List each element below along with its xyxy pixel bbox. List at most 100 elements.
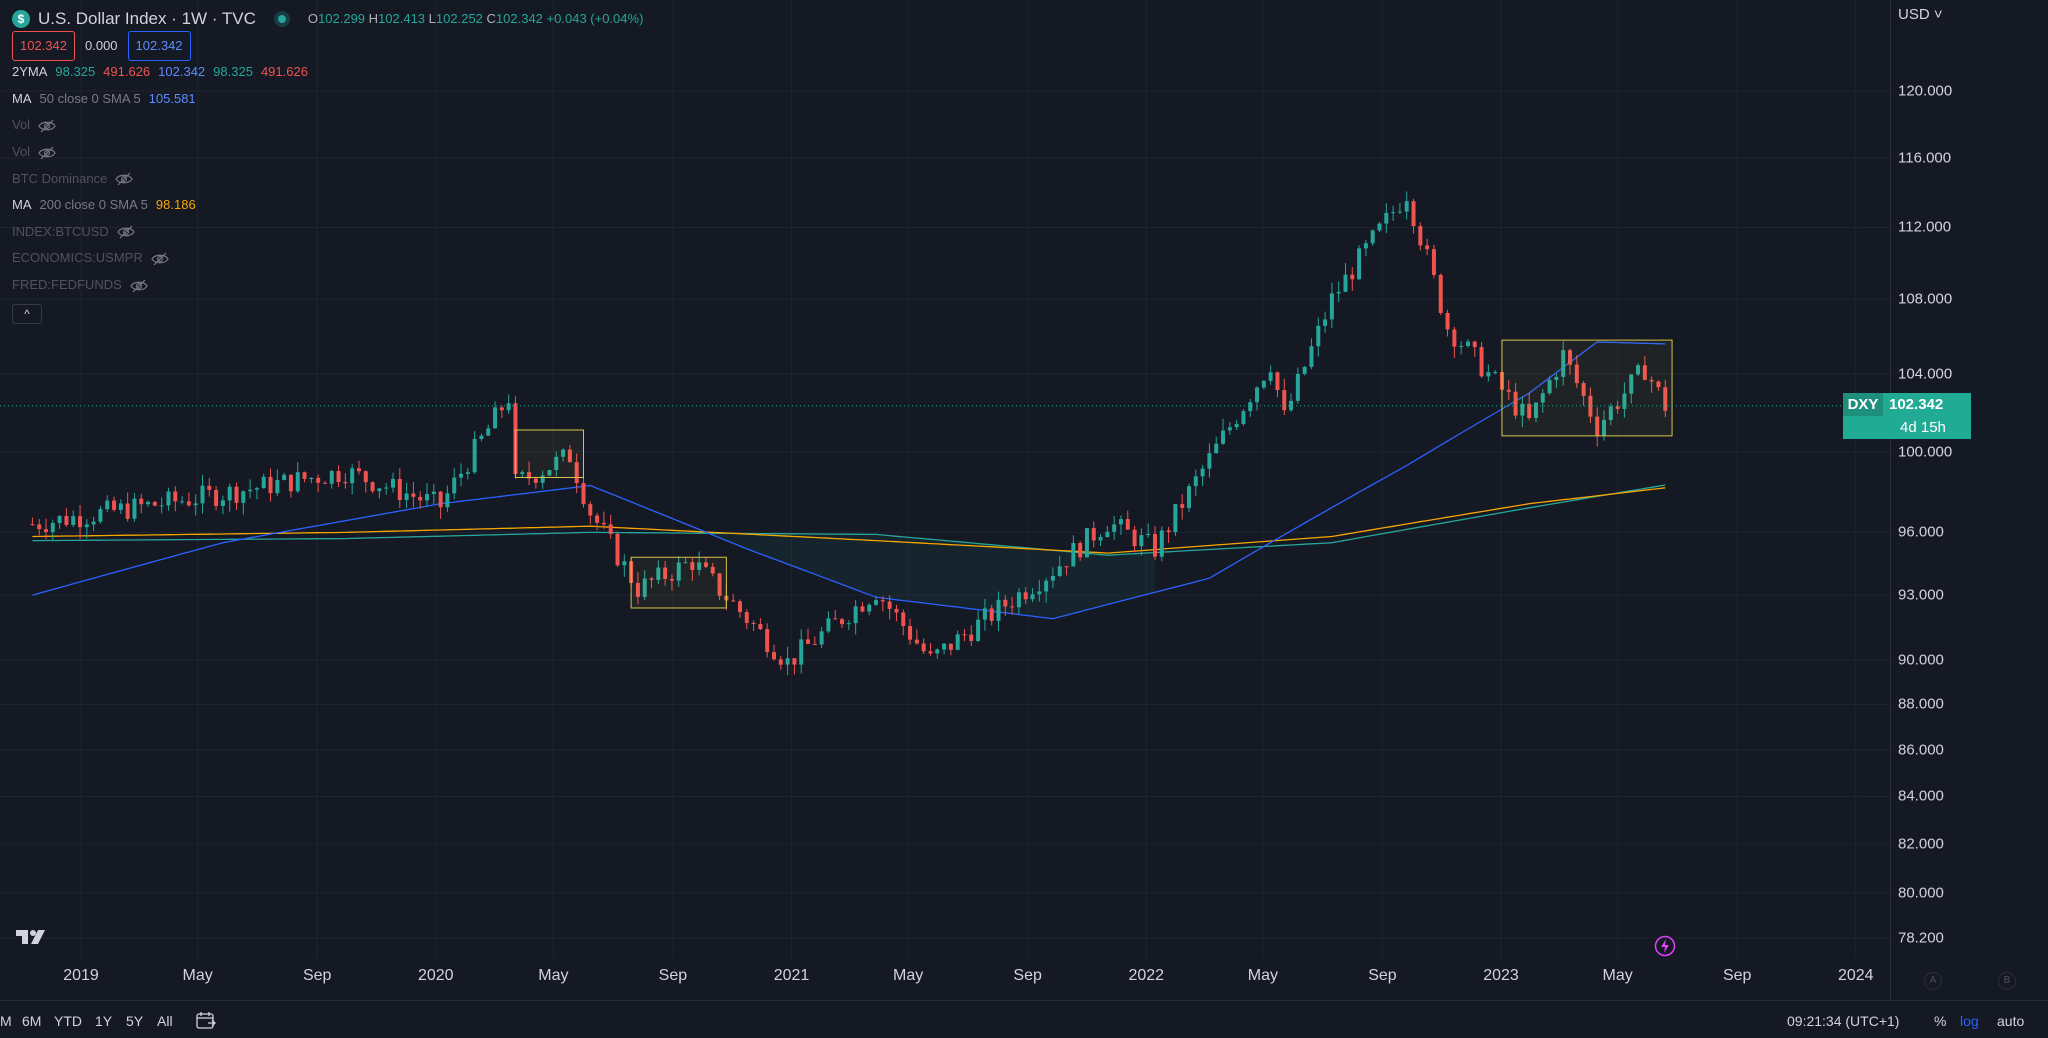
candle (1078, 540, 1083, 561)
candle (1146, 523, 1151, 538)
candle (799, 629, 804, 674)
symbol-title[interactable]: U.S. Dollar Index · 1W · TVC (38, 9, 256, 28)
indicator-row[interactable]: BTC Dominance (12, 166, 643, 193)
range-button-ytd[interactable]: YTD (54, 1013, 82, 1029)
flash-icon[interactable] (1654, 935, 1676, 957)
indicator-row[interactable]: INDEX:BTCUSD (12, 219, 643, 246)
market-status-icon[interactable] (277, 15, 286, 24)
scale-marker-b[interactable]: B (1998, 972, 2016, 990)
price-tick-label: 120.000 (1898, 82, 1953, 100)
candle (908, 618, 913, 645)
candle (989, 604, 994, 626)
candle (146, 500, 151, 507)
candle (390, 472, 395, 493)
candle (812, 636, 817, 646)
candle (78, 505, 83, 539)
indicator-name[interactable]: MA (12, 90, 32, 106)
ma-2y-line (32, 484, 1666, 556)
ma-cloud-fill (590, 532, 1155, 619)
candle (758, 618, 763, 631)
candle (207, 478, 212, 497)
percent-scale-toggle[interactable]: % (1934, 1013, 1947, 1029)
sell-price-button[interactable]: 102.342 (12, 30, 75, 62)
indicator-value: 491.626 (260, 64, 308, 80)
tradingview-logo[interactable] (16, 928, 50, 946)
indicator-row[interactable]: Vol (12, 139, 643, 166)
candle (833, 609, 838, 620)
price-axis[interactable] (1890, 0, 2048, 1000)
candle (840, 617, 845, 628)
indicator-name[interactable]: 2YMA (12, 64, 48, 80)
hidden-eye-icon[interactable] (38, 112, 56, 139)
candle (1289, 393, 1294, 412)
timezone-clock[interactable]: 09:21:34 (UTC+1) (1787, 1013, 1900, 1029)
hidden-eye-icon[interactable] (115, 166, 134, 193)
candle (1261, 380, 1266, 390)
rectangle-drawing[interactable] (1501, 339, 1673, 437)
candle (132, 493, 137, 522)
price-tick-label: 96.000 (1898, 523, 1944, 541)
candle (731, 594, 736, 602)
hidden-eye-icon[interactable] (151, 245, 169, 272)
candle (1200, 465, 1205, 486)
candle (676, 556, 681, 587)
hidden-eye-icon[interactable] (130, 272, 148, 299)
rectangle-drawing[interactable] (514, 429, 584, 479)
candle (581, 476, 586, 508)
candle (982, 598, 987, 631)
hidden-eye-icon[interactable] (38, 139, 56, 166)
scale-marker-a[interactable]: A (1924, 972, 1942, 990)
indicator-row[interactable]: MA 200 close 0 SMA 5 98.186 (12, 192, 643, 219)
price-tick-label: 90.000 (1898, 651, 1944, 669)
indicator-name[interactable]: Vol (12, 143, 31, 159)
symbol-row: $ U.S. Dollar Index · 1W · TVC O102.299 … (12, 6, 643, 33)
log-scale-toggle[interactable]: log (1960, 1013, 1979, 1029)
currency-selector[interactable]: USD ˅ (1898, 6, 1943, 23)
candle (703, 557, 708, 568)
indicator-name[interactable]: INDEX:BTCUSD (12, 223, 109, 239)
price-tick-label: 104.000 (1898, 365, 1953, 383)
collapse-legend-button[interactable]: ^ (12, 303, 42, 324)
price-tick-label: 100.000 (1898, 443, 1953, 461)
candle (928, 643, 933, 656)
candle (1540, 389, 1545, 413)
indicator-name[interactable]: BTC Dominance (12, 170, 108, 186)
calendar-icon[interactable] (196, 1011, 216, 1029)
range-button-6m[interactable]: 6M (22, 1013, 42, 1029)
candle (996, 591, 1001, 632)
candle (1479, 342, 1484, 378)
candle (1418, 222, 1423, 251)
range-button-m[interactable]: M (0, 1013, 12, 1029)
rectangle-drawing[interactable] (630, 556, 727, 609)
candle (227, 483, 232, 512)
price-tick-label: 80.000 (1898, 884, 1944, 902)
auto-scale-toggle[interactable]: auto (1997, 1013, 2025, 1029)
buy-price-button[interactable]: 102.342 (127, 30, 191, 62)
indicator-row[interactable]: 2YMA 98.325 491.626 102.342 98.325 491.626 (12, 59, 643, 86)
indicator-row[interactable]: FRED:FEDFUNDS (12, 272, 643, 299)
candle (200, 474, 205, 514)
range-button-5y[interactable]: 5Y (126, 1013, 144, 1029)
candle (595, 512, 600, 531)
indicator-name[interactable]: Vol (12, 117, 31, 133)
candle (180, 496, 185, 505)
candle (826, 611, 831, 634)
rectangle-drawings[interactable] (514, 339, 1673, 609)
candle (1574, 355, 1579, 389)
indicator-name[interactable]: MA (12, 197, 32, 213)
indicator-fills (590, 532, 1155, 619)
candle (1642, 355, 1647, 381)
range-button-all[interactable]: All (157, 1013, 173, 1029)
hidden-eye-icon[interactable] (117, 219, 135, 246)
price-tick-label: 82.000 (1898, 835, 1944, 853)
indicator-row[interactable]: ECONOMICS:USMPR (12, 245, 643, 272)
indicator-name[interactable]: ECONOMICS:USMPR (12, 250, 143, 266)
candle (64, 508, 69, 527)
candle (635, 572, 640, 605)
indicator-row[interactable]: Vol (12, 112, 643, 139)
candle (1493, 370, 1498, 375)
range-button-1y[interactable]: 1Y (95, 1013, 113, 1029)
indicator-name[interactable]: FRED:FEDFUNDS (12, 276, 122, 292)
indicator-row[interactable]: MA 50 close 0 SMA 5 105.581 (12, 86, 643, 113)
